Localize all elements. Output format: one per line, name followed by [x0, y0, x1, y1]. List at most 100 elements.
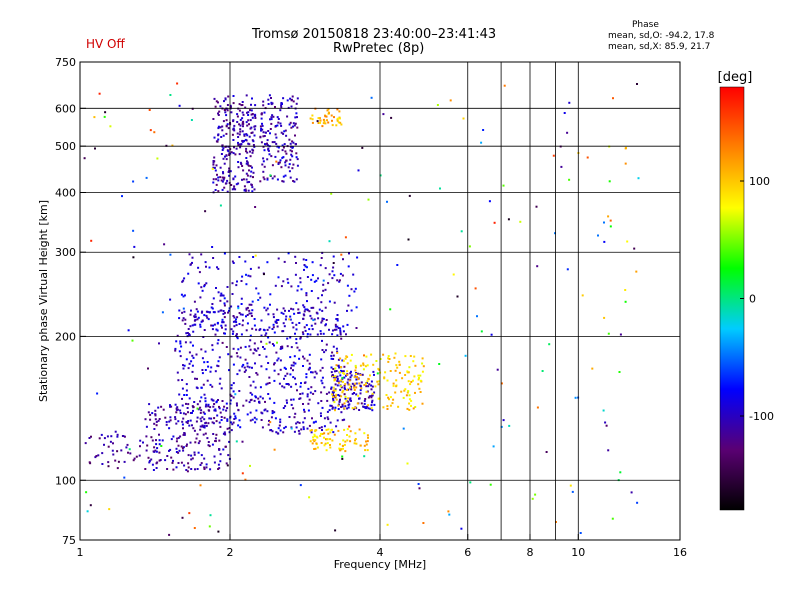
data-point	[282, 330, 285, 333]
data-point	[90, 239, 93, 242]
data-point	[203, 457, 206, 460]
data-point	[327, 418, 330, 421]
data-point	[224, 324, 227, 327]
data-point	[371, 392, 374, 395]
data-point	[207, 403, 210, 406]
data-point	[220, 419, 223, 421]
data-point	[317, 117, 320, 120]
data-point	[217, 267, 220, 270]
data-point	[261, 163, 264, 166]
data-point	[213, 97, 216, 100]
data-point	[185, 383, 188, 386]
data-point	[282, 431, 285, 434]
data-point	[344, 395, 347, 398]
data-point	[298, 311, 301, 314]
data-point	[480, 330, 483, 333]
data-point	[267, 147, 270, 150]
data-point	[219, 299, 222, 302]
data-point	[282, 175, 285, 178]
data-point	[169, 419, 172, 422]
data-point	[195, 420, 198, 423]
data-point	[407, 390, 410, 393]
data-point	[218, 439, 221, 442]
data-point	[389, 370, 392, 372]
data-point	[353, 442, 356, 445]
data-point	[98, 92, 101, 95]
data-point	[344, 440, 347, 443]
data-point	[335, 364, 338, 367]
data-point	[365, 443, 368, 446]
data-point	[554, 232, 556, 235]
data-point	[199, 428, 202, 431]
data-point	[323, 351, 326, 354]
data-point	[335, 393, 338, 396]
data-point	[633, 247, 636, 250]
data-point	[332, 345, 335, 348]
data-point	[217, 468, 220, 470]
data-point	[168, 449, 170, 452]
data-point	[288, 123, 291, 126]
data-point	[340, 411, 343, 414]
data-point	[365, 385, 368, 388]
x-ticks: 1 2 4 6 8 10 16	[77, 534, 687, 559]
data-point	[500, 425, 503, 428]
data-point	[326, 109, 329, 112]
data-point	[332, 368, 335, 370]
data-point	[203, 424, 206, 427]
data-point	[322, 283, 325, 286]
data-point	[236, 132, 239, 135]
data-point	[334, 388, 337, 391]
data-point	[325, 319, 328, 321]
data-point	[190, 360, 193, 363]
data-point	[239, 118, 242, 121]
data-point	[230, 151, 233, 154]
data-point	[219, 204, 222, 207]
data-point	[579, 532, 582, 534]
data-point	[279, 368, 282, 371]
data-point	[194, 468, 196, 471]
data-point	[112, 442, 114, 445]
data-point	[217, 310, 220, 313]
data-point	[346, 309, 348, 312]
data-point	[211, 303, 214, 305]
data-point	[196, 403, 199, 406]
data-point	[340, 253, 343, 256]
data-point	[332, 389, 335, 392]
data-point	[194, 319, 197, 321]
data-point	[209, 383, 212, 386]
data-point	[322, 318, 325, 320]
data-point	[560, 165, 563, 168]
data-point	[238, 133, 241, 136]
data-point	[260, 129, 262, 132]
data-point	[323, 386, 326, 389]
data-point	[223, 433, 226, 435]
data-point	[285, 399, 288, 402]
data-point	[260, 365, 263, 368]
data-point	[217, 138, 220, 141]
data-point	[86, 510, 89, 513]
data-point	[279, 418, 282, 421]
data-point	[320, 379, 323, 382]
data-point	[320, 391, 323, 394]
data-point	[171, 461, 174, 464]
data-point	[204, 400, 207, 403]
data-point	[235, 321, 238, 324]
data-point	[421, 370, 424, 373]
data-point	[152, 469, 155, 471]
data-point	[123, 460, 126, 463]
data-point	[285, 134, 288, 137]
data-point	[211, 348, 214, 351]
data-point	[403, 389, 406, 392]
colorbar-tick-label: 0	[749, 293, 756, 306]
data-point	[225, 158, 228, 161]
data-point	[289, 176, 292, 179]
data-point	[152, 450, 155, 453]
data-point	[347, 378, 350, 381]
data-point	[337, 429, 340, 432]
data-point	[226, 286, 229, 288]
data-point	[287, 166, 290, 169]
data-point	[280, 346, 283, 348]
data-point	[279, 109, 282, 112]
data-point	[177, 451, 180, 454]
data-point	[94, 456, 97, 459]
